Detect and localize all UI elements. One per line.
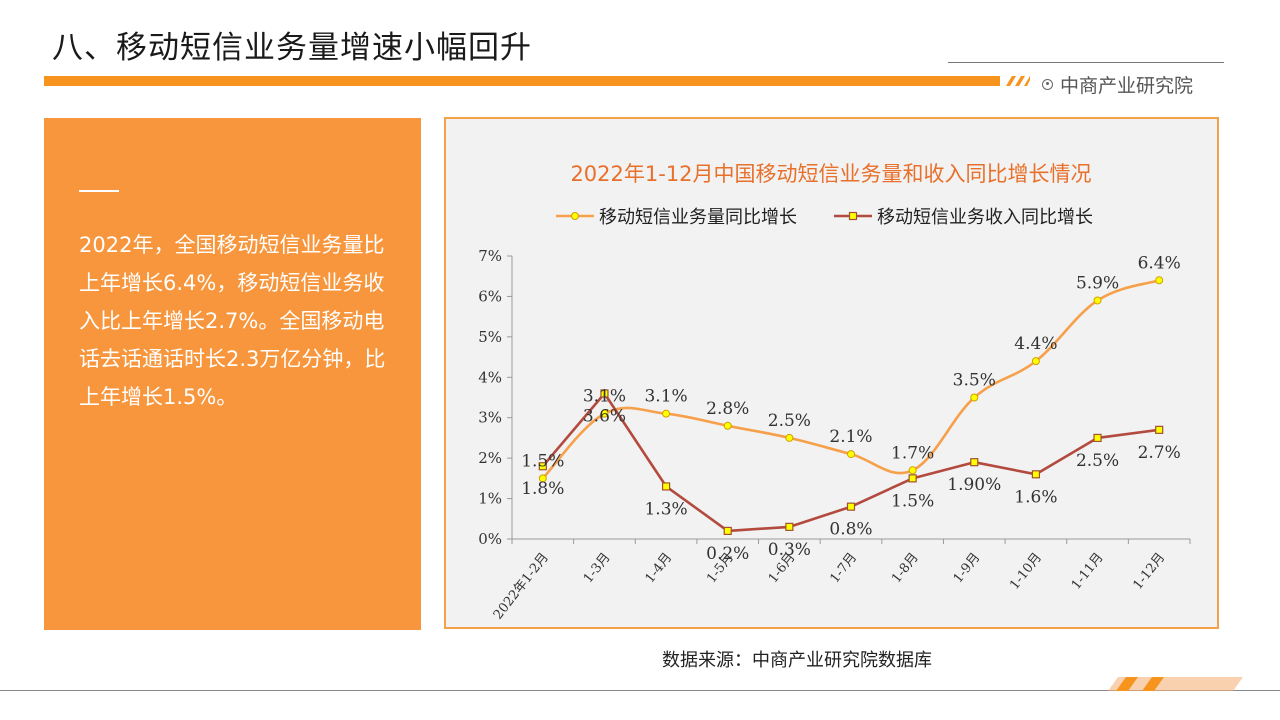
- y-tick-label: 5%: [478, 328, 502, 346]
- header-divider-line: [948, 62, 1224, 63]
- chart-container: 2022年1-12月中国移动短信业务量和收入同比增长情况移动短信业务量同比增长 移…: [444, 117, 1219, 629]
- legend-marker-2: [848, 211, 858, 221]
- series-1-point: [908, 466, 917, 475]
- series-2-data-label: 2.7%: [1138, 443, 1181, 463]
- title-underline-bar: [44, 76, 1000, 86]
- brand-label: 中商产业研究院: [1042, 71, 1193, 97]
- series-line-1: [541, 279, 1160, 480]
- series-2-data-label: 1.8%: [521, 479, 564, 499]
- series-1-point: [847, 450, 855, 459]
- series-2-point: [1155, 425, 1164, 434]
- series-2-point: [1031, 470, 1041, 479]
- series-2-data-label: 2.5%: [1076, 451, 1119, 471]
- series-2-point: [538, 462, 547, 471]
- series-1-point: [970, 393, 979, 402]
- x-tick-label: 1-4月: [643, 550, 676, 586]
- series-1-data-label: 1.7%: [891, 443, 934, 463]
- series-1-point: [723, 421, 732, 430]
- series-1-data-label: 2.5%: [768, 411, 811, 431]
- series-1-point: [1093, 296, 1102, 305]
- series-2-point: [970, 458, 979, 467]
- x-tick-label: 1-3月: [581, 550, 614, 586]
- circle-logo-icon: [1042, 78, 1053, 90]
- panel-divider: [79, 190, 119, 192]
- series-1-point: [538, 474, 547, 483]
- footer-stripes-decoration: [1108, 677, 1243, 691]
- y-tick-label: 6%: [478, 287, 502, 305]
- legend-marker-1: [571, 212, 579, 220]
- series-1-data-label: 3.5%: [953, 371, 996, 391]
- brand-name: 中商产业研究院: [1060, 74, 1194, 97]
- series-2-data-label: 1.3%: [644, 499, 687, 519]
- y-tick-label: 2%: [478, 449, 502, 467]
- series-1-data-label: 4.4%: [1014, 334, 1057, 354]
- y-tick-label: 0%: [478, 530, 502, 548]
- series-1-point: [785, 433, 794, 442]
- series-2-point: [785, 522, 794, 531]
- footer-divider-line: [0, 690, 1280, 691]
- series-1-data-label: 3.1%: [583, 387, 626, 407]
- series-2-point: [723, 526, 732, 536]
- series-1-data-label: 2.1%: [829, 427, 872, 447]
- y-tick-label: 4%: [478, 368, 502, 386]
- data-source: 数据来源：中商产业研究院数据库: [662, 650, 932, 671]
- series-2-data-label: 0.8%: [829, 520, 872, 540]
- series-1-data-label: 6.4%: [1138, 253, 1181, 273]
- series-2-point: [908, 474, 917, 483]
- x-tick-label: 1-9月: [951, 550, 984, 586]
- series-2-data-label: 1.5%: [891, 491, 934, 511]
- series-2-data-label: 0.3%: [768, 540, 811, 560]
- y-tick-label: 7%: [478, 247, 502, 265]
- series-2-point: [1093, 433, 1102, 443]
- header-stripes-decoration: [1006, 76, 1030, 86]
- chart-title: 2022年1-12月中国移动短信业务量和收入同比增长情况: [570, 162, 1091, 186]
- series-2-data-label: 1.6%: [1014, 487, 1057, 507]
- series-1-data-label: 1.5%: [521, 451, 564, 471]
- x-tick-label: 1-7月: [827, 550, 860, 586]
- series-1-data-label: 2.8%: [706, 399, 749, 419]
- y-tick-label: 3%: [478, 409, 502, 427]
- x-tick-label: 1-8月: [889, 550, 922, 586]
- legend-label-2: 移动短信业务收入同比增长: [877, 207, 1093, 228]
- series-1-point: [600, 409, 609, 418]
- y-tick-label: 1%: [478, 490, 502, 508]
- x-tick-label: 1-11月: [1069, 550, 1107, 593]
- x-tick-label: 1-10月: [1007, 550, 1045, 593]
- series-1-point: [662, 409, 671, 418]
- x-tick-label: 2022年1-2月: [491, 550, 552, 622]
- series-1-data-label: 3.1%: [644, 387, 687, 407]
- series-1-data-label: 5.9%: [1076, 273, 1119, 293]
- series-2-data-label: 1.90%: [947, 475, 1001, 495]
- page-title: 八、移动短信业务量增速小幅回升: [52, 30, 532, 66]
- series-1-point: [1155, 276, 1164, 285]
- series-2-point: [661, 482, 671, 491]
- series-1-point: [1031, 357, 1040, 366]
- legend-label-1: 移动短信业务量同比增长: [599, 207, 797, 228]
- series-2-point: [846, 502, 856, 511]
- summary-text: 2022年，全国移动短信业务量比上年增长6.4%，移动短信业务收入比上年增长2.…: [79, 233, 386, 409]
- series-2-data-label: 3.6%: [583, 406, 626, 426]
- summary-panel: 2022年，全国移动短信业务量比上年增长6.4%，移动短信业务收入比上年增长2.…: [44, 118, 421, 630]
- series-2-data-label: 0.2%: [706, 544, 749, 564]
- series-2-point: [600, 389, 609, 398]
- x-tick-label: 1-12月: [1131, 550, 1169, 593]
